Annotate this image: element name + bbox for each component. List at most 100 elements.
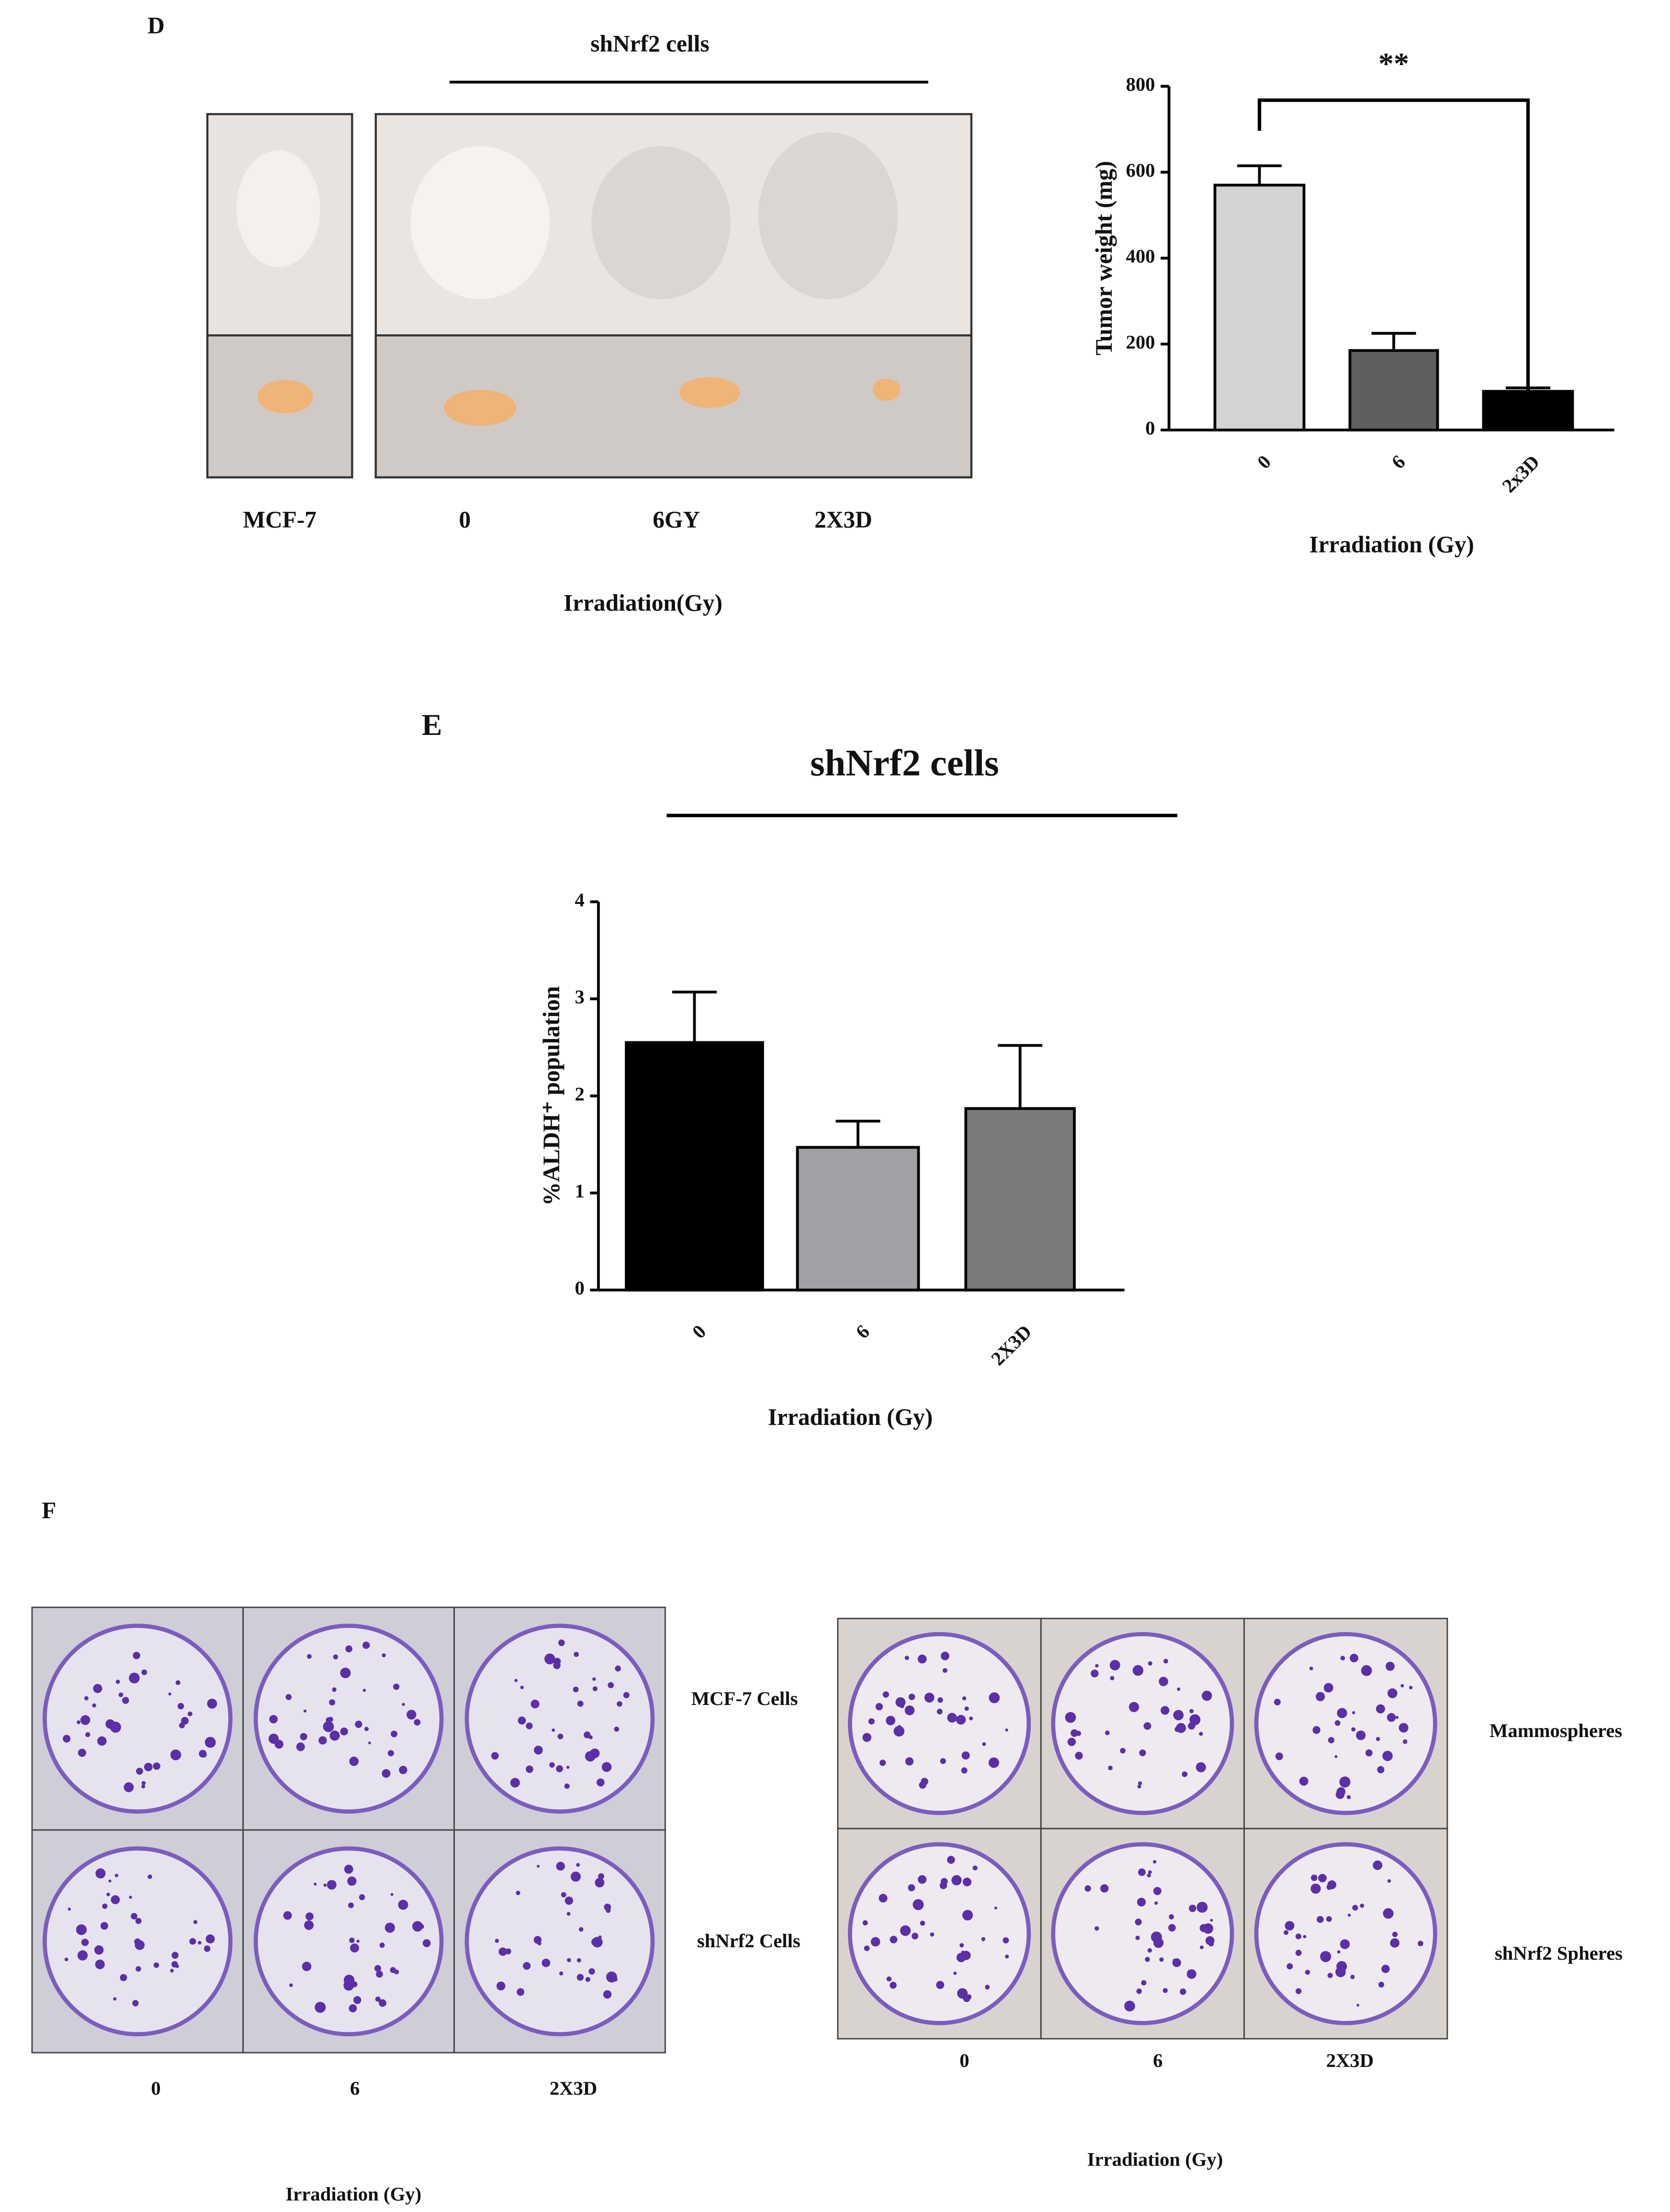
colony	[585, 1977, 590, 1982]
colony	[920, 1920, 925, 1926]
colony	[289, 1983, 293, 1987]
colony	[893, 1726, 904, 1737]
col-label: 0	[959, 2050, 969, 2071]
colony	[1138, 1781, 1142, 1785]
colony	[77, 1950, 88, 1961]
colony	[530, 1699, 540, 1709]
colony	[412, 1921, 423, 1932]
colony	[576, 1863, 580, 1867]
colony	[175, 1964, 179, 1968]
col-label: 6	[1153, 2050, 1162, 2071]
colony	[147, 1874, 152, 1879]
colony	[390, 1893, 394, 1896]
colony	[95, 1868, 106, 1879]
colony	[937, 1708, 943, 1715]
colony	[985, 1985, 990, 1990]
colony	[574, 1651, 579, 1657]
colony	[78, 1749, 86, 1757]
colony	[1286, 1963, 1293, 1970]
group-label: shNrf2 cells	[590, 30, 709, 56]
colony	[205, 1934, 215, 1944]
colony	[890, 1982, 897, 1989]
colony	[84, 1696, 89, 1701]
colony	[940, 1758, 946, 1764]
colony	[1200, 1945, 1204, 1950]
colony	[187, 1711, 192, 1716]
colony	[80, 1715, 90, 1725]
colony	[959, 1943, 964, 1948]
colony	[355, 1720, 362, 1728]
bar	[796, 1146, 920, 1292]
y-tick-label: 0	[575, 1277, 584, 1299]
colony	[1317, 1916, 1324, 1923]
colony	[64, 1957, 68, 1962]
colony	[1137, 1784, 1141, 1789]
colony	[1145, 1957, 1150, 1962]
colony	[1318, 1873, 1327, 1883]
colony	[601, 1762, 612, 1772]
colony	[904, 1656, 909, 1660]
colony	[912, 1932, 919, 1940]
colony	[498, 1947, 508, 1956]
colony	[1188, 1722, 1196, 1730]
colony	[982, 1742, 986, 1746]
colony	[1400, 1684, 1404, 1688]
colony	[375, 1996, 381, 2002]
tumor	[679, 377, 741, 408]
colony	[362, 1641, 370, 1649]
colony	[345, 1645, 352, 1653]
colony	[1305, 1970, 1310, 1975]
colony	[304, 1920, 314, 1930]
colony	[570, 1872, 581, 1882]
colony	[913, 1899, 924, 1910]
colony	[314, 1883, 317, 1886]
colony	[207, 1698, 217, 1709]
colony	[1285, 1921, 1295, 1931]
colony	[68, 1907, 71, 1911]
colony	[924, 1693, 935, 1703]
colony	[608, 1682, 614, 1689]
colony	[900, 1704, 904, 1708]
colony	[419, 1924, 424, 1929]
colony	[549, 1762, 555, 1768]
colony	[100, 1922, 108, 1930]
colony	[517, 1988, 525, 1996]
colony	[1327, 1973, 1333, 1978]
y-tick-label: 2	[575, 1083, 584, 1105]
colony	[1335, 1790, 1345, 1799]
colony	[382, 1653, 386, 1658]
colony	[595, 1878, 605, 1888]
colony	[343, 1980, 354, 1991]
colony	[1361, 1665, 1372, 1676]
colony	[77, 1720, 80, 1724]
colony	[520, 1685, 524, 1690]
tumor	[872, 378, 901, 401]
colony	[1141, 1980, 1147, 1986]
colony	[323, 1721, 334, 1732]
colony	[577, 1700, 584, 1707]
y-tick-label: 4	[575, 889, 584, 911]
colony	[1337, 1708, 1347, 1718]
colony	[1153, 1887, 1162, 1896]
colony	[1168, 1924, 1176, 1932]
colony	[177, 1703, 184, 1710]
colony	[1356, 1730, 1366, 1740]
colony	[614, 1727, 620, 1732]
colony	[564, 1783, 570, 1789]
colony	[359, 1894, 365, 1900]
colony	[951, 1875, 962, 1885]
colony	[1173, 1710, 1184, 1721]
colony	[1154, 1901, 1158, 1905]
colony	[85, 1732, 90, 1738]
col-label: 2X3D	[1326, 2050, 1374, 2071]
colony	[1128, 1702, 1140, 1712]
x-axis-label: Irradiation(Gy)	[564, 590, 722, 616]
chart-title: shNrf2 cells	[810, 742, 999, 784]
colony	[1395, 1715, 1399, 1719]
colony	[942, 1668, 948, 1673]
colony	[947, 1856, 955, 1864]
dish	[847, 1842, 1031, 2025]
colony	[1202, 1691, 1212, 1701]
colony	[1208, 1941, 1214, 1947]
colony	[129, 1896, 132, 1899]
